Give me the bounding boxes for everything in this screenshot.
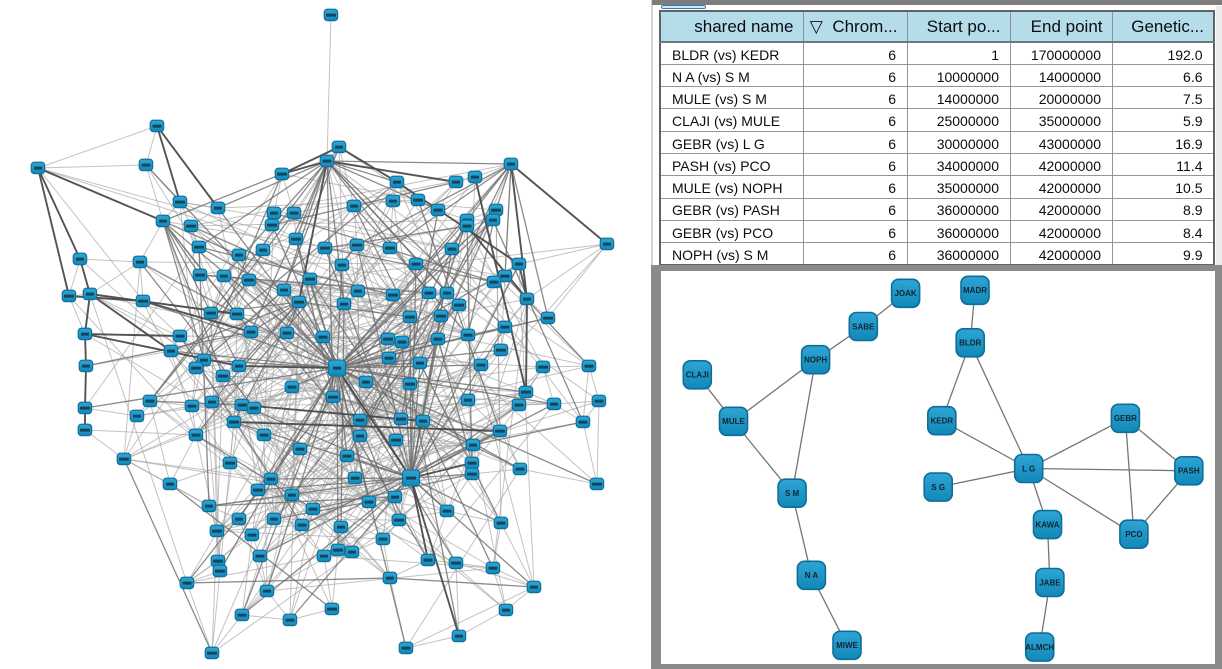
svg-text:S M: S M [785, 489, 800, 498]
svg-text:KAWA: KAWA [1036, 520, 1060, 529]
svg-text:N A: N A [805, 571, 819, 580]
svg-text:BLDR: BLDR [959, 338, 981, 347]
svg-text:CLAJI: CLAJI [686, 370, 709, 379]
svg-text:JABE: JABE [1039, 578, 1061, 587]
svg-text:JOAK: JOAK [894, 289, 916, 298]
svg-text:PASH: PASH [1178, 466, 1200, 475]
svg-text:NOPH: NOPH [804, 355, 827, 364]
svg-text:ALMCH: ALMCH [1025, 642, 1054, 651]
svg-text:PCO: PCO [1125, 530, 1142, 539]
svg-text:GEBR: GEBR [1114, 414, 1137, 423]
svg-text:SABE: SABE [852, 322, 875, 331]
svg-text:MULE: MULE [722, 417, 745, 426]
svg-text:L G: L G [1022, 464, 1035, 473]
svg-text:S G: S G [931, 482, 945, 491]
svg-text:MADR: MADR [963, 286, 987, 295]
svg-text:KEDR: KEDR [930, 416, 953, 425]
svg-text:MIWE: MIWE [836, 641, 858, 650]
